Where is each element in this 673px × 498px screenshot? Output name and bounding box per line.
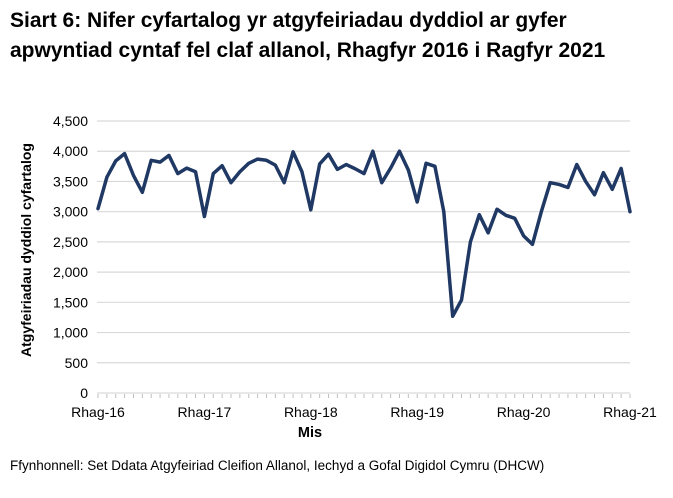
y-tick-label: 4,500	[53, 113, 88, 129]
y-tick-label: 3,000	[53, 204, 88, 220]
x-tick-label: Rhag-19	[390, 404, 444, 420]
x-tick-label: Rhag-17	[178, 404, 232, 420]
y-axis-title: Atgyfeiriadau dyddiol cyfartalog	[18, 143, 34, 357]
chart-title: Siart 6: Nifer cyfartalog yr atgyfeiriad…	[10, 9, 606, 63]
x-tick-label: Rhag-20	[497, 404, 551, 420]
x-tick-label: Rhag-18	[284, 404, 338, 420]
y-tick-label: 1,000	[53, 325, 88, 341]
x-tick-label: Rhag-21	[603, 404, 657, 420]
y-tick-label: 0	[80, 385, 88, 401]
data-line	[96, 149, 632, 318]
y-tick-label: 3,500	[53, 173, 88, 189]
y-tick-label: 4,000	[53, 143, 88, 159]
y-tick-label: 2,500	[53, 234, 88, 250]
chart-canvas: 0 500 1,000 1,500 2,000 2,500 3,000 3,500 4,000 4…	[53, 113, 657, 420]
x-axis-title: Mis	[297, 425, 323, 441]
y-tick-label: 1,500	[53, 294, 88, 310]
x-tick-label: Rhag-16	[71, 404, 125, 420]
y-tick-label: 500	[65, 355, 89, 371]
y-tick-label: 2,000	[53, 264, 88, 280]
source-note: Ffynhonnell: Set Ddata Atgyfeiriad Cleif…	[10, 458, 545, 473]
